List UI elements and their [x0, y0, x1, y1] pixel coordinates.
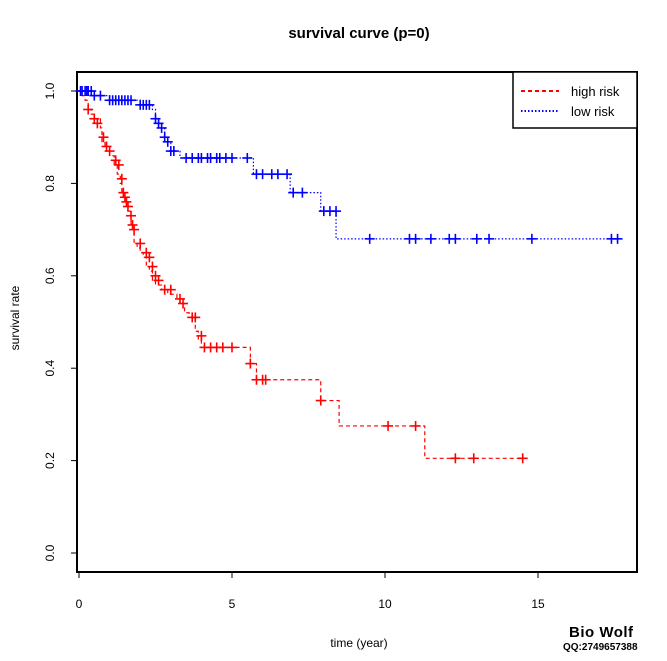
y-tick-label: 0.6	[43, 267, 57, 284]
censor-mark-low-risk	[612, 233, 623, 244]
censor-mark-high-risk	[217, 342, 228, 353]
y-tick-label: 0.0	[43, 544, 57, 561]
plot-area: 0 5 10 15 0.0 0.2 0.4 0.6 0.8 1.0 high risk low ris…	[43, 71, 638, 611]
y-tick-label: 0.4	[43, 360, 57, 377]
y-tick-label: 0.2	[43, 452, 57, 469]
censor-mark-high-risk	[116, 173, 127, 184]
censor-mark-low-risk	[156, 122, 167, 133]
watermark-name: Bio Wolf	[569, 624, 634, 641]
censor-mark-low-risk	[126, 95, 137, 106]
legend-label-low-risk: low risk	[571, 104, 615, 119]
censor-mark-high-risk	[383, 420, 394, 431]
censor-mark-high-risk	[83, 104, 94, 115]
censor-mark-high-risk	[517, 453, 528, 464]
censor-mark-high-risk	[113, 159, 124, 170]
censor-mark-low-risk	[364, 233, 375, 244]
censor-mark-low-risk	[526, 233, 537, 244]
censor-mark-low-risk	[227, 152, 237, 163]
censor-mark-high-risk	[315, 395, 326, 406]
censor-mark-low-risk	[257, 169, 268, 180]
censor-mark-high-risk	[92, 118, 103, 129]
censor-mark-low-risk	[162, 136, 173, 147]
censor-mark-high-risk	[122, 201, 133, 212]
censor-mark-low-risk	[425, 233, 436, 244]
x-tick-label: 0	[76, 597, 83, 611]
censor-mark-high-risk	[144, 252, 155, 263]
censor-mark-high-risk	[153, 275, 164, 286]
censor-mark-low-risk	[272, 169, 283, 180]
censor-mark-high-risk	[135, 238, 146, 249]
chart-title: survival curve (p=0)	[288, 25, 429, 42]
plot-frame	[76, 71, 638, 573]
censor-mark-high-risk	[129, 224, 140, 235]
censor-mark-high-risk	[468, 453, 479, 464]
y-axis-label: survival rate	[8, 285, 22, 350]
censor-mark-high-risk	[118, 187, 129, 198]
censor-mark-low-risk	[144, 99, 155, 110]
x-tick-label: 10	[378, 597, 392, 611]
censor-mark-high-risk	[260, 374, 271, 385]
censor-mark-high-risk	[410, 420, 421, 431]
censor-mark-low-risk	[95, 90, 106, 101]
x-tick-label: 15	[531, 597, 545, 611]
censor-mark-high-risk	[165, 284, 176, 295]
censor-mark-low-risk	[484, 233, 495, 244]
censor-mark-high-risk	[450, 453, 461, 464]
censor-mark-low-risk	[288, 187, 299, 198]
censor-mark-high-risk	[190, 312, 201, 323]
censor-mark-high-risk	[104, 146, 115, 157]
censor-mark-low-risk	[282, 169, 293, 180]
legend-label-high-risk: high risk	[571, 84, 620, 99]
censor-mark-high-risk	[245, 358, 256, 369]
series-line-high-risk	[79, 90, 523, 459]
y-tick-label: 1.0	[43, 82, 57, 99]
censor-mark-low-risk	[471, 233, 482, 244]
censor-mark-high-risk	[121, 196, 132, 207]
censor-mark-high-risk	[119, 192, 130, 203]
censor-mark-low-risk	[242, 152, 253, 163]
watermark-qq: QQ:2749657388	[563, 642, 638, 653]
censor-mark-high-risk	[126, 210, 137, 221]
legend-box	[512, 71, 638, 129]
censor-mark-high-risk	[227, 342, 237, 353]
censor-mark-high-risk	[196, 330, 207, 341]
censor-mark-high-risk	[98, 132, 109, 143]
x-tick-label: 5	[229, 597, 236, 611]
y-tick-label: 0.8	[43, 175, 57, 192]
censor-mark-low-risk	[450, 233, 461, 244]
censor-mark-high-risk	[178, 298, 189, 309]
censor-mark-low-risk	[168, 146, 179, 157]
censor-mark-low-risk	[410, 233, 421, 244]
censor-mark-low-risk	[297, 187, 308, 198]
censor-mark-high-risk	[127, 219, 138, 230]
censor-mark-low-risk	[331, 206, 342, 217]
censor-mark-high-risk	[147, 261, 158, 272]
x-axis-label: time (year)	[330, 636, 387, 650]
